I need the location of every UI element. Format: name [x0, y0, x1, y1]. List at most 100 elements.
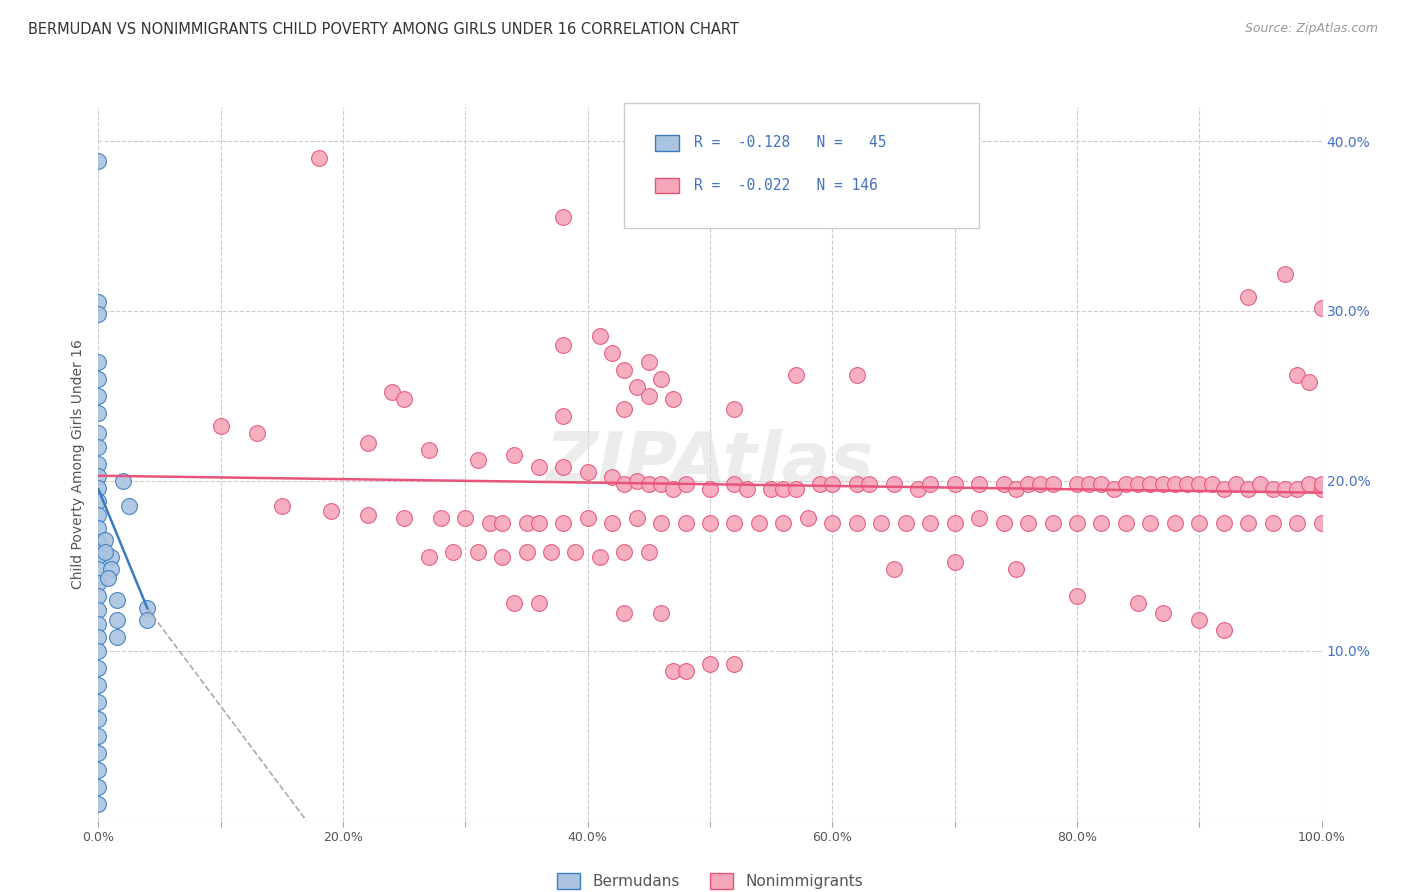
Point: [920, 516, 942, 531]
Point: [87, 355, 110, 369]
Point: [638, 477, 661, 491]
Point: [87, 712, 110, 726]
Point: [1066, 590, 1088, 604]
Point: [858, 477, 880, 491]
Point: [761, 483, 783, 497]
Point: [613, 477, 636, 491]
Point: [87, 457, 110, 471]
Point: [626, 380, 648, 394]
Point: [100, 550, 122, 565]
Point: [845, 516, 868, 531]
Point: [467, 545, 489, 559]
Point: [883, 477, 905, 491]
Point: [540, 545, 562, 559]
Point: [613, 402, 636, 417]
Point: [515, 516, 537, 531]
Point: [650, 516, 672, 531]
Point: [1078, 477, 1101, 491]
Point: [381, 385, 404, 400]
Point: [638, 355, 661, 369]
Point: [699, 657, 721, 672]
Point: [576, 511, 599, 525]
Point: [943, 555, 966, 569]
Point: [1261, 516, 1284, 531]
Point: [600, 516, 623, 531]
Point: [136, 613, 159, 627]
Point: [1152, 477, 1174, 491]
Point: [553, 460, 575, 475]
Point: [1286, 516, 1309, 531]
Point: [418, 443, 440, 458]
Point: [209, 419, 232, 434]
Point: [993, 477, 1015, 491]
Point: [308, 151, 330, 165]
Point: [1286, 368, 1309, 383]
Point: [1115, 477, 1137, 491]
Point: [589, 550, 612, 565]
Point: [87, 695, 110, 709]
Point: [87, 535, 110, 549]
Point: [943, 516, 966, 531]
Point: [943, 477, 966, 491]
Point: [613, 363, 636, 377]
Point: [87, 678, 110, 692]
Point: [87, 521, 110, 535]
Point: [845, 477, 868, 491]
Point: [1237, 516, 1260, 531]
Text: R =  -0.128   N =   45: R = -0.128 N = 45: [695, 136, 887, 150]
Point: [1212, 516, 1234, 531]
Point: [564, 545, 586, 559]
Point: [626, 474, 648, 488]
Point: [1274, 483, 1296, 497]
Point: [1310, 301, 1333, 315]
Point: [675, 477, 697, 491]
Point: [1310, 483, 1333, 497]
Point: [723, 477, 745, 491]
Point: [503, 448, 526, 462]
Point: [454, 511, 477, 525]
Point: [118, 500, 141, 514]
Point: [478, 516, 501, 531]
Point: [87, 763, 110, 777]
Point: [808, 477, 831, 491]
Point: [87, 508, 110, 522]
Point: [553, 338, 575, 352]
Point: [1212, 483, 1234, 497]
Text: BERMUDAN VS NONIMMIGRANTS CHILD POVERTY AMONG GIRLS UNDER 16 CORRELATION CHART: BERMUDAN VS NONIMMIGRANTS CHILD POVERTY …: [28, 22, 740, 37]
Point: [821, 516, 844, 531]
Point: [1004, 562, 1026, 576]
Point: [613, 545, 636, 559]
Point: [392, 392, 416, 407]
Point: [785, 483, 807, 497]
Point: [845, 368, 868, 383]
Point: [1188, 477, 1211, 491]
Point: [785, 368, 807, 383]
Point: [553, 516, 575, 531]
Point: [1128, 477, 1150, 491]
Point: [136, 601, 159, 615]
Point: [1188, 613, 1211, 627]
Point: [772, 516, 794, 531]
Point: [87, 562, 110, 576]
FancyBboxPatch shape: [655, 135, 679, 151]
Point: [1175, 477, 1198, 491]
Point: [1102, 483, 1125, 497]
Point: [723, 402, 745, 417]
Point: [105, 630, 128, 644]
Point: [797, 511, 820, 525]
Point: [748, 516, 770, 531]
Point: [527, 596, 550, 610]
Point: [1188, 516, 1211, 531]
Point: [1128, 596, 1150, 610]
Point: [1225, 477, 1247, 491]
Point: [870, 516, 893, 531]
Point: [1017, 516, 1039, 531]
FancyBboxPatch shape: [655, 178, 679, 194]
Point: [430, 511, 453, 525]
Point: [1249, 477, 1271, 491]
Point: [270, 500, 294, 514]
Point: [87, 468, 110, 483]
Point: [87, 389, 110, 403]
Point: [650, 372, 672, 386]
Point: [883, 562, 905, 576]
